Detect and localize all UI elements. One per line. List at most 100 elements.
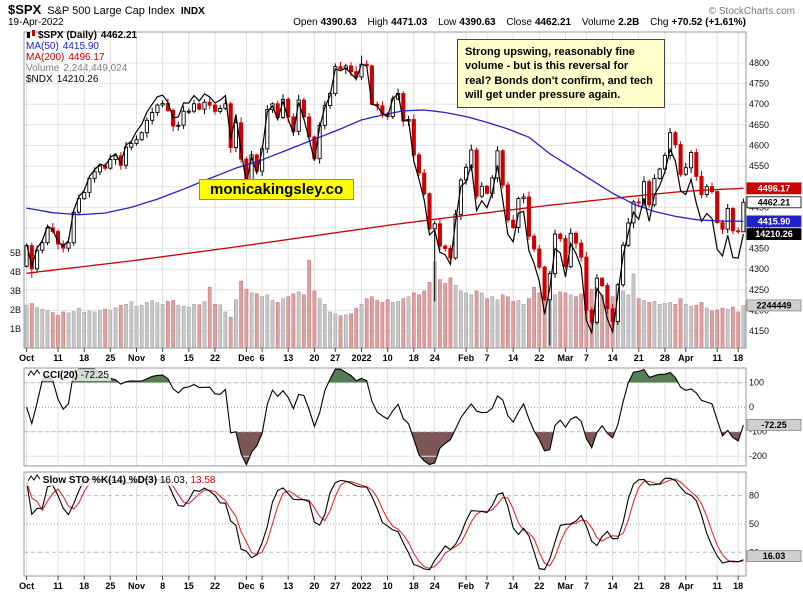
volume-bar [66,312,71,349]
volume-bar [166,301,170,349]
volume-bar [694,305,699,349]
candle-body [416,154,422,174]
close-value: 4462.21 [534,17,572,28]
svg-text:24: 24 [430,353,440,363]
svg-text:1B: 1B [10,324,21,334]
svg-text:0: 0 [749,402,754,412]
volume-bar [103,308,107,349]
svg-text:7: 7 [485,353,490,363]
svg-text:11: 11 [53,581,63,591]
volume-bar [35,307,39,349]
svg-text:20: 20 [309,353,319,363]
volume-bar [150,300,155,349]
svg-text:Oct: Oct [19,581,34,591]
volume-bar [642,300,646,349]
candle-body [715,191,720,223]
volume-bar [108,309,113,349]
candle-body [720,222,725,230]
candle-body [186,110,191,113]
volume-bar [568,294,573,349]
volume-bar [364,298,369,349]
volume-bar [291,293,296,349]
volume-bar [29,303,34,349]
volume-bar [563,292,568,349]
svg-text:13: 13 [283,581,293,591]
low-value: 4390.63 [459,17,496,28]
header-quote-row: 19-Apr-2022 Open 4390.63 High 4471.03 Low 4… [0,17,803,28]
candle-body [191,103,197,112]
volume-bar [375,300,380,349]
volume-bar [731,306,735,349]
sto-d-value: 13.58 [190,475,216,486]
candle-body [689,152,694,169]
svg-text:7: 7 [584,353,589,363]
volume-bar [124,304,128,349]
volume-bar [647,302,652,349]
volume-bar [710,310,714,349]
svg-text:8: 8 [160,581,165,591]
svg-text:22: 22 [534,581,544,591]
svg-text:11: 11 [712,353,722,363]
candlestick-icon [27,30,35,38]
volume-bar [61,311,66,349]
volume-bar [40,308,45,349]
volume-bar [636,298,641,349]
svg-text:Dec: Dec [238,581,255,591]
svg-text:Feb: Feb [458,581,475,591]
candle-body [82,192,87,200]
svg-text:4750: 4750 [749,79,769,89]
volume-bar [223,311,228,349]
candle-body [641,181,647,204]
candle-body [495,150,500,179]
svg-text:Feb: Feb [458,353,475,363]
volume-bar [338,315,343,349]
candle-body [484,185,490,194]
volume-bar [349,313,353,349]
candle-body [176,124,181,127]
candle-body [129,142,134,148]
volume-bar [82,312,87,349]
cci-line [26,368,744,467]
axis-marker [746,418,802,431]
svg-text:10: 10 [383,581,393,591]
candle-body [212,104,218,112]
legend-spx: $SPX (Daily) 4462.21 [26,30,137,41]
volume-bar [218,304,223,349]
candle-body [76,198,81,213]
candle-body [636,201,641,204]
candle-body [338,66,343,70]
quote-line: Open 4390.63 High 4471.03 Low 4390.63 Close… [285,17,746,28]
svg-text:2B: 2B [10,305,21,315]
volume-bar [668,302,672,349]
volume-bar [197,304,202,349]
volume-bar [260,296,264,349]
svg-text:4415.90: 4415.90 [758,216,791,226]
svg-text:100: 100 [749,378,764,388]
volume-bar [663,303,667,349]
sto-k-line [26,477,744,571]
candle-body [348,65,354,73]
candle-body [40,242,45,251]
svg-text:2022: 2022 [351,581,371,591]
svg-text:Oct: Oct [19,353,34,363]
svg-text:11: 11 [53,353,63,363]
volume-bar [139,305,144,349]
volume-bar [385,299,390,349]
volume-bar [411,292,416,349]
candle-body [537,248,542,268]
volume-bar [296,291,301,349]
volume-bar [207,286,212,349]
volume-bar [322,304,327,349]
candle-body [301,99,306,118]
svg-text:10: 10 [383,353,393,363]
svg-text:Apr: Apr [678,581,694,591]
svg-text:11: 11 [712,581,722,591]
volume-value: 2.2B [618,17,640,28]
volume-bar [657,304,662,349]
svg-text:4400: 4400 [749,223,769,233]
volume-bar [270,300,275,349]
candle-body [218,107,223,112]
volume-bar [228,316,233,349]
volume-bar [453,285,458,349]
volume-bar [490,296,495,349]
